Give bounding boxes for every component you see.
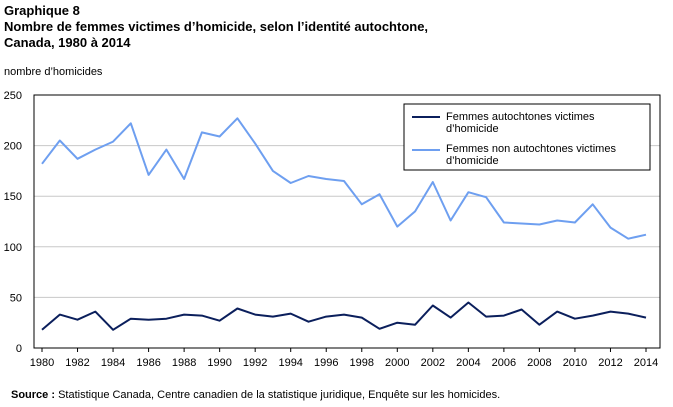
x-tick-label: 1990: [207, 357, 231, 369]
x-tick-label: 2010: [563, 357, 587, 369]
legend-label-non-aboriginal-line1: Femmes non autochtones victimes: [446, 143, 616, 155]
x-tick-label: 2012: [598, 357, 622, 369]
x-tick-label: 2006: [492, 357, 516, 369]
x-tick-label: 2002: [421, 357, 445, 369]
x-tick-label: 1994: [278, 357, 302, 369]
source-text: Statistique Canada, Centre canadien de l…: [55, 389, 501, 401]
chart-number: Graphique 8: [4, 3, 80, 18]
x-tick-label: 1996: [314, 357, 338, 369]
y-tick-label: 50: [10, 292, 22, 304]
series-line-aboriginal: [41, 301, 647, 331]
x-tick-label: 1982: [65, 357, 89, 369]
x-tick-label: 2000: [385, 357, 409, 369]
y-tick-label: 250: [4, 90, 22, 102]
legend: Femmes autochtones victimes d’homicide F…: [403, 103, 651, 171]
series-line-non-aboriginal: [41, 117, 647, 240]
plot-frame: [33, 94, 661, 349]
legend-label-aboriginal-line2: d’homicide: [446, 123, 499, 135]
chart-title-line1: Nombre de femmes victimes d’homicide, se…: [4, 19, 429, 34]
source-label: Source :: [11, 389, 56, 401]
series-lines: [41, 117, 647, 331]
x-tick-label: 2014: [634, 357, 658, 369]
x-tick-label: 1980: [30, 357, 54, 369]
y-tick-label: 100: [4, 242, 22, 254]
legend-box: [403, 103, 651, 171]
x-tick-label: 1992: [243, 357, 267, 369]
legend-label-non-aboriginal-line2: d’homicide: [446, 155, 499, 167]
y-tick-label: 150: [4, 191, 22, 203]
y-axis-label: nombre d’homicides: [4, 66, 103, 78]
tick-labels: 0 50 100 150 200 250 1980 1982 1984 1986 1988 1990 1…: [4, 90, 659, 369]
y-tick-label: 0: [16, 343, 22, 355]
x-tick-label: 1984: [101, 357, 125, 369]
legend-label-aboriginal-line1: Femmes autochtones victimes: [446, 111, 595, 123]
source-note: Source : Statistique Canada, Centre cana…: [11, 389, 500, 401]
x-tick-label: 2008: [527, 357, 551, 369]
x-tick-label: 1986: [136, 357, 160, 369]
x-tick-label: 1998: [350, 357, 374, 369]
chart-title: Graphique 8 Nombre de femmes victimes d’…: [4, 3, 428, 51]
x-tick-label: 1988: [172, 357, 196, 369]
x-tick-label: 2004: [456, 357, 480, 369]
y-tick-label: 200: [4, 141, 22, 153]
axes: [33, 94, 661, 352]
chart-title-line2: Canada, 1980 à 2014: [4, 35, 131, 50]
